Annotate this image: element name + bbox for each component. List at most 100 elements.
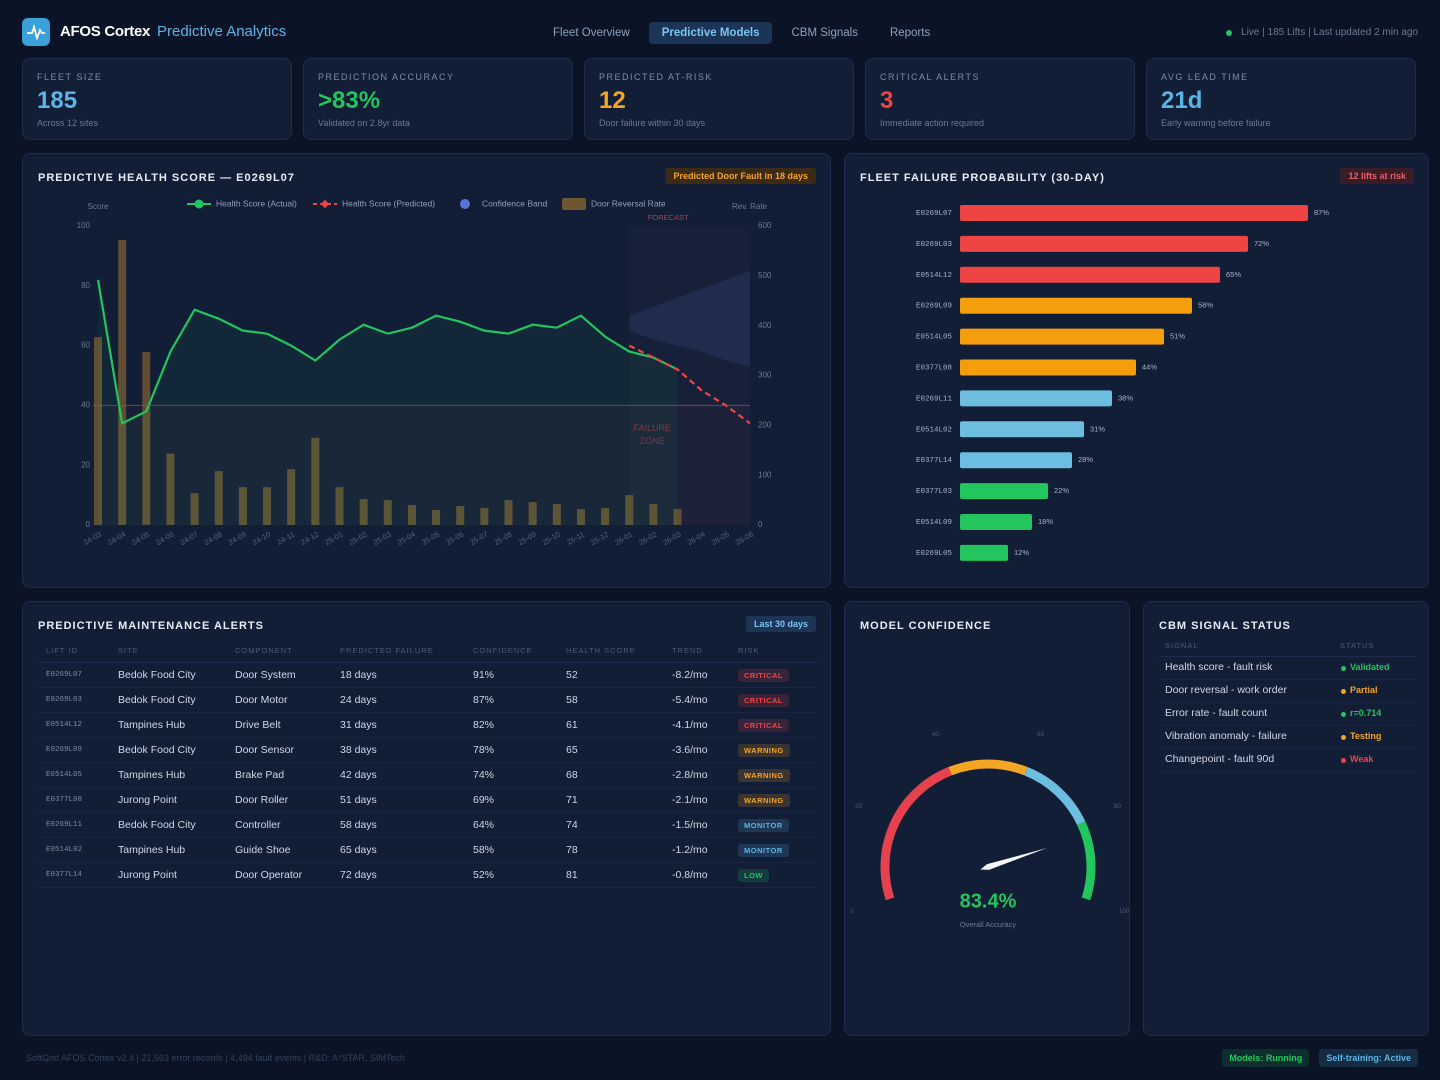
kpi-label: AVG LEAD TIME: [1161, 72, 1249, 82]
bar: [960, 235, 1248, 252]
bar: [960, 544, 1008, 561]
bar: [960, 514, 1032, 530]
table-cell: 38 days: [340, 744, 377, 756]
kpi-value: 21d: [1161, 87, 1203, 114]
x-tick-label: 24-11: [276, 530, 297, 547]
panel-title: PREDICTIVE MAINTENANCE ALERTS: [38, 620, 264, 632]
y-tick-label: E0514L12: [916, 272, 952, 280]
x-tick-label: 24-03: [82, 530, 103, 547]
table-cell: Door Operator: [235, 869, 303, 881]
value-label: 44%: [1142, 362, 1157, 371]
bar: [335, 487, 344, 525]
nav-item[interactable]: Fleet Overview: [553, 27, 630, 39]
table-cell: 81: [566, 869, 578, 881]
risk-badge: WARNING: [738, 744, 790, 757]
x-tick-label: 24-04: [106, 530, 127, 547]
x-tick-label: 25-04: [396, 530, 417, 547]
alerts-panel: PREDICTIVE MAINTENANCE ALERTS Last 30 da…: [22, 601, 831, 1036]
bar: [118, 239, 127, 525]
table-cell: 71: [566, 794, 578, 806]
value-label: 87%: [1314, 208, 1329, 217]
table-cell: -3.6/mo: [672, 744, 708, 756]
legend-marker: [194, 199, 204, 209]
kpi-sub: Door failure within 30 days: [599, 118, 706, 128]
bar: [407, 505, 416, 525]
lift-id: E0269L07: [46, 671, 83, 679]
lift-id: E0269L11: [46, 821, 83, 829]
lift-id: E0377L08: [46, 796, 83, 804]
failure-panel: FLEET FAILURE PROBABILITY (30-DAY) 12 li…: [844, 153, 1429, 588]
table-header: STATUS: [1340, 641, 1375, 650]
bar: [552, 504, 561, 525]
y-tick-label: E0269L11: [916, 395, 953, 403]
table-cell: Door reversal - work order: [1165, 684, 1287, 696]
x-tick-label: 26-01: [613, 530, 634, 547]
gauge-band: [1077, 821, 1096, 901]
table-cell: Tampines Hub: [118, 769, 186, 781]
confidence-band: [629, 270, 750, 367]
table-cell: Tampines Hub: [118, 844, 186, 856]
legend-marker: [460, 199, 470, 209]
gauge-tick-label: 60: [1037, 731, 1045, 738]
value-label: 58%: [1198, 301, 1213, 310]
table-cell: Brake Pad: [235, 769, 285, 781]
status-dot: [1226, 29, 1233, 36]
bar: [480, 508, 489, 525]
bar: [383, 500, 392, 525]
y2-tick-label: 200: [758, 420, 772, 429]
status-label: r=0.714: [1350, 708, 1382, 718]
footer-badge: Self-training: Active: [1319, 1049, 1418, 1067]
row-rule: [38, 862, 817, 863]
table-cell: 58%: [473, 844, 495, 856]
y-tick-label: 80: [81, 281, 90, 290]
status-dot: [1341, 712, 1346, 717]
lift-id: E0377L14: [46, 871, 83, 879]
table-cell: Bedok Food City: [118, 669, 196, 681]
kpi-value: 12: [599, 87, 626, 114]
y-tick-label: 100: [77, 221, 91, 230]
risk-badge: CRITICAL: [738, 694, 789, 707]
y-tick-label: 60: [81, 341, 90, 350]
table-cell: Vibration anomaly - failure: [1165, 730, 1287, 742]
kpi-label: CRITICAL ALERTS: [880, 72, 981, 82]
brand: AFOS Cortex: [60, 23, 151, 40]
kpi-card: PREDICTED AT-RISK 12 Door failure within 3…: [584, 58, 854, 140]
kpi-card: PREDICTION ACCURACY >83% Validated on 2.8y…: [303, 58, 573, 140]
y2-tick-label: 500: [758, 271, 772, 280]
y-tick-label: E0269L09: [916, 303, 952, 311]
y-tick-label: E0377L03: [916, 488, 953, 496]
kpi-label: FLEET SIZE: [37, 72, 103, 82]
row-rule: [1159, 679, 1415, 680]
value-label: 18%: [1038, 517, 1053, 526]
status-label: Testing: [1350, 731, 1382, 741]
table-cell: Bedok Food City: [118, 744, 196, 756]
table-cell: 78%: [473, 744, 495, 756]
nav-item[interactable]: CBM Signals: [791, 27, 858, 39]
table-header: HEALTH SCORE: [566, 646, 636, 655]
table-cell: -8.2/mo: [672, 669, 708, 681]
row-rule: [38, 712, 817, 713]
bar: [960, 328, 1164, 345]
table-cell: 64%: [473, 819, 495, 831]
footer-badge: Models: Running: [1222, 1049, 1310, 1067]
gauge-tick-label: 20: [855, 803, 863, 810]
panel-title: FLEET FAILURE PROBABILITY (30-DAY): [860, 172, 1105, 184]
kpi-card: AVG LEAD TIME 21d Early warning before fai…: [1146, 58, 1416, 140]
y-axis-label: Score: [88, 202, 109, 211]
nav-item[interactable]: Predictive Models: [648, 22, 773, 44]
y-tick-label: E0377L14: [916, 457, 953, 465]
x-tick-label: 25-12: [589, 530, 610, 547]
value-label: 51%: [1170, 332, 1185, 341]
gauge-value: 83.4%: [960, 890, 1017, 912]
bar: [287, 469, 296, 525]
table-cell: 91%: [473, 669, 495, 681]
nav-item[interactable]: Reports: [889, 27, 931, 39]
table-cell: Bedok Food City: [118, 819, 196, 831]
x-tick-label: 25-09: [517, 530, 538, 547]
y2-tick-label: 0: [758, 520, 763, 529]
panel-title: PREDICTIVE HEALTH SCORE — E0269L07: [38, 172, 295, 184]
gauge-tick-label: 80: [1114, 803, 1122, 810]
table-cell: 87%: [473, 694, 495, 706]
legend-label: Health Score (Predicted): [342, 198, 435, 208]
table-header: SITE: [118, 646, 139, 655]
